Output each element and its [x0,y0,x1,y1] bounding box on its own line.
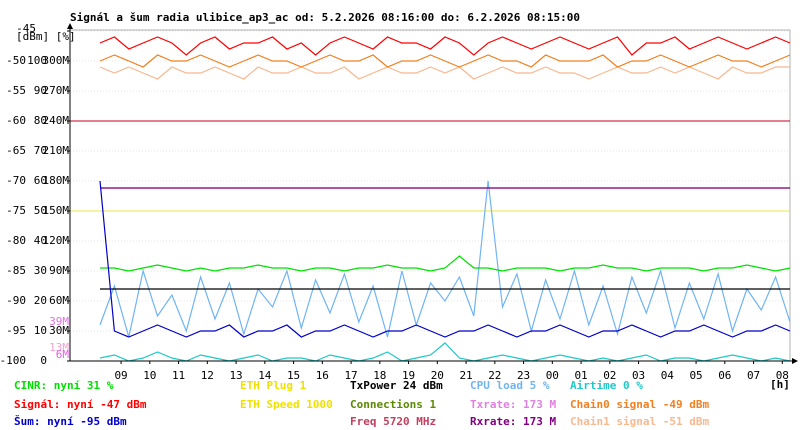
x-tick-label: 20 [431,369,444,382]
x-tick-label: 10 [143,369,156,382]
y-axis-arrow [67,23,73,29]
series-line [99,66,790,80]
legend-entry: Airtime 0 % [570,379,643,392]
x-tick-label: 16 [316,369,329,382]
x-tick-label: 14 [258,369,272,382]
y-tick-label: -65 [6,144,26,157]
y2-tick-label: 60 [34,174,47,187]
y-tick-label: -75 [6,204,26,217]
rate-marker: 6M [56,348,70,361]
legend-entry: TxPower 24 dBm [350,379,443,392]
y2-tick-label: 80 [34,114,47,127]
y-tick-label: -95 [6,324,26,337]
y2-tick-label: 50 [34,204,47,217]
chart-title: Signál a šum radia ulibice_ap3_ac od: 5.… [70,11,580,24]
y3-tick-label: 210M [43,144,70,157]
legend-entry: ETH Plug 1 [240,379,307,392]
x-tick-label: 03 [632,369,645,382]
x-tick-label: 17 [344,369,357,382]
legend-entry: Rxrate: 173 M [470,415,556,428]
x-tick-label: 08 [776,369,789,382]
y3-tick-label: 180M [43,174,70,187]
rate-marker: 13M [49,341,69,354]
y-tick-label: -50 [6,54,26,67]
y-tick-label: -100 [0,354,26,367]
y2-tick-label: 70 [34,144,47,157]
x-tick-label: 06 [718,369,731,382]
x-tick-label: 19 [402,369,415,382]
series-line [100,255,791,272]
x-tick-label: 21 [459,369,472,382]
x-tick-label: 13 [229,369,242,382]
legend-entry: Connections 1 [350,398,436,411]
y-tick-label: -60 [6,114,26,127]
y2-tick-label: 10 [34,324,47,337]
y-tick-label: -90 [6,294,26,307]
x-tick-label: 00 [546,369,559,382]
legend-entry: CINR: nyní 31 % [14,379,114,392]
legend-entry: Chain1 signal -51 dBm [570,415,709,428]
x-unit: [h] [770,378,790,391]
x-tick-label: 01 [574,369,587,382]
y-tick-label: -80 [6,234,26,247]
x-tick-label: 05 [689,369,702,382]
rate-marker: 39M [49,315,69,328]
series-line [99,342,791,362]
y3-tick-label: 240M [43,114,70,127]
x-tick-label: 22 [488,369,501,382]
series-line [99,54,791,68]
x-axis-arrow [792,358,798,364]
legend-entry: ETH Speed 1000 [240,398,333,411]
y2-tick-label: 0 [40,354,47,367]
series-line [99,180,791,338]
y-tick-label: -55 [6,84,26,97]
legend-entry: Chain0 signal -49 dBm [570,398,709,411]
x-tick-label: 09 [114,369,127,382]
y3-tick-label: 30M [49,324,69,337]
y-tick-label: -45 [16,22,36,35]
x-tick-label: 11 [172,369,185,382]
y2-tick-label: 30 [34,264,47,277]
series-line [99,36,791,56]
y2-tick-label: 100 [27,54,47,67]
y2-tick-label: 20 [34,294,47,307]
y3-tick-label: 90M [49,264,69,277]
y3-tick-label: 270M [43,84,70,97]
y3-tick-label: 120M [43,234,70,247]
y2-tick-label: 90 [34,84,47,97]
y-tick-label: -70 [6,174,26,187]
legend-entry: CPU load 5 % [470,379,550,392]
y-units: [dBm] [%] [16,30,76,43]
legend-entry: Šum: nyní -95 dBm [14,415,127,428]
y3-tick-label: 300M [43,54,70,67]
legend-entry: Freq 5720 MHz [350,415,436,428]
x-tick-label: 18 [373,369,386,382]
legend-entry: Signál: nyní -47 dBm [14,398,147,411]
y3-tick-label: 150M [43,204,70,217]
x-tick-label: 02 [603,369,616,382]
series-line [99,180,791,338]
x-tick-label: 23 [517,369,530,382]
legend-entry: Txrate: 173 M [470,398,556,411]
y-tick-label: -85 [6,264,26,277]
y2-tick-label: 40 [34,234,47,247]
x-tick-label: 15 [287,369,300,382]
x-tick-label: 12 [201,369,214,382]
x-tick-label: 07 [747,369,760,382]
x-tick-label: 04 [661,369,675,382]
y3-tick-label: 60M [49,294,69,307]
